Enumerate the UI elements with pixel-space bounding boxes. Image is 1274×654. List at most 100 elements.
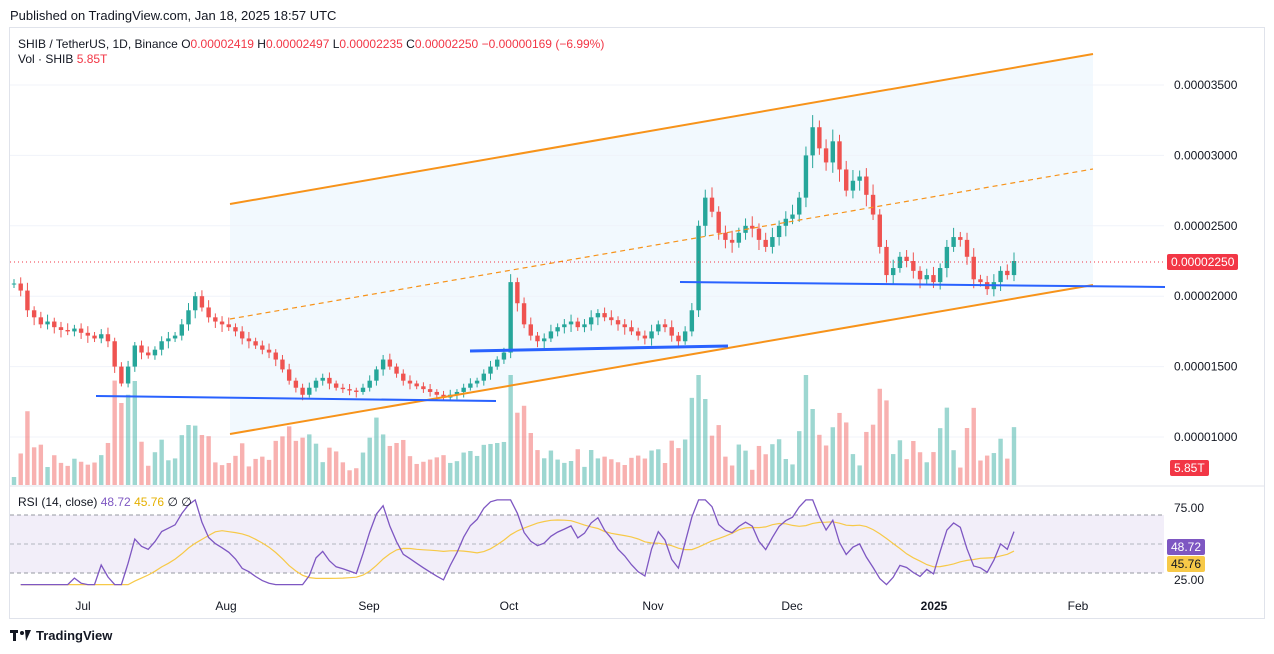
y-tick-5: 0.00001000 (1174, 430, 1238, 444)
volume-bar-0 (11, 477, 17, 485)
candle-body-117 (797, 197, 802, 215)
volume-bar-64 (441, 455, 446, 485)
candle-body-134 (911, 261, 916, 271)
channel-fill (230, 54, 1093, 434)
volume-bar-18 (132, 381, 138, 485)
candle-body-42 (293, 380, 299, 388)
candle-body-58 (401, 373, 406, 381)
candle-body-16 (119, 366, 124, 384)
volume-bar-58 (401, 439, 406, 485)
volume-tag: 5.85T (1170, 460, 1209, 476)
candle-body-53 (367, 380, 372, 388)
x-tick-1: Aug (215, 599, 236, 613)
volume-bar-122 (830, 427, 835, 485)
candle-body-9 (72, 328, 77, 332)
candle-body-0 (11, 283, 17, 285)
candle-body-142 (964, 239, 970, 257)
y-tick-0: 0.00003500 (1174, 78, 1238, 92)
candle-body-40 (280, 359, 285, 370)
candle-body-87 (595, 313, 601, 318)
volume-label[interactable]: Vol · SHIB (18, 52, 74, 66)
volume-bar-71 (488, 443, 493, 485)
volume-bar-98 (669, 440, 674, 485)
volume-bar-34 (239, 443, 245, 485)
volume-bar-11 (85, 464, 91, 485)
candle-body-72 (495, 359, 500, 367)
volume-bar-109 (743, 450, 748, 485)
volume-bar-44 (307, 434, 312, 485)
rsi-line (20, 498, 1015, 586)
x-tick-3: Oct (500, 599, 519, 613)
volume-bar-97 (662, 463, 668, 485)
candle-body-139 (944, 246, 950, 269)
volume-bar-13 (99, 455, 104, 485)
volume-bar-10 (78, 461, 84, 485)
volume-bar-110 (750, 469, 755, 485)
volume-bar-23 (166, 460, 171, 485)
candle-body-125 (850, 180, 856, 191)
candle-body-76 (521, 303, 527, 325)
candle-body-54 (374, 369, 379, 381)
volume-bar-108 (736, 444, 742, 485)
volume-bar-89 (609, 459, 614, 485)
candle-body-148 (1005, 270, 1010, 276)
candle-body-114 (776, 225, 782, 238)
rsi-ma-line (20, 519, 1015, 586)
volume-bar-131 (890, 454, 896, 485)
volume-bar-115 (783, 459, 789, 485)
x-tick-4: Nov (642, 599, 663, 613)
volume-legend: Vol · SHIB 5.85T (18, 52, 107, 66)
candle-body-77 (528, 324, 533, 336)
volume-bar-91 (622, 465, 627, 485)
low-value: 0.00002235 (339, 37, 403, 51)
candle-body-2 (25, 290, 30, 311)
rsi-tag: 48.72 (1167, 539, 1206, 555)
candle-body-43 (300, 387, 305, 395)
volume-bar-68 (468, 451, 473, 485)
volume-bar-20 (146, 465, 151, 485)
low-label: L (332, 37, 340, 51)
volume-bar-140 (951, 450, 956, 485)
candle-body-50 (347, 389, 352, 391)
open-value: 0.00002419 (190, 37, 254, 51)
high-label: H (257, 37, 266, 51)
volume-bar-120 (817, 434, 822, 485)
volume-bar-88 (602, 456, 607, 485)
candle-body-138 (937, 268, 943, 283)
candle-body-102 (696, 225, 701, 311)
candle-body-75 (515, 282, 520, 304)
volume-bar-135 (917, 452, 923, 485)
candle-body-66 (454, 391, 460, 395)
volume-bar-144 (978, 460, 983, 485)
candle-body-129 (877, 214, 882, 247)
candle-body-88 (602, 313, 607, 318)
volume-bar-4 (38, 444, 44, 485)
candle-body-68 (468, 383, 473, 388)
candle-body-112 (763, 239, 768, 247)
volume-bar-22 (159, 439, 164, 485)
volume-bar-148 (1005, 458, 1010, 485)
volume-bar-37 (260, 456, 265, 485)
volume-bar-80 (548, 450, 554, 485)
rsi-label[interactable]: RSI (14, close) (18, 495, 98, 509)
candle-body-59 (407, 380, 413, 384)
candle-body-120 (817, 127, 822, 149)
volume-bar-96 (656, 449, 661, 485)
volume-bar-7 (58, 462, 64, 485)
volume-bar-114 (776, 439, 782, 485)
symbol-label[interactable]: SHIB / TetherUS, 1D, Binance (18, 37, 178, 51)
candle-body-10 (78, 328, 84, 333)
candle-body-6 (52, 321, 57, 328)
volume-bar-83 (568, 461, 574, 485)
candle-body-38 (266, 349, 272, 353)
candle-body-98 (669, 327, 674, 336)
volume-bar-145 (984, 455, 990, 485)
candle-body-141 (958, 237, 963, 240)
volume-bar-92 (629, 457, 634, 485)
candle-body-41 (286, 369, 292, 381)
volume-bar-38 (266, 459, 272, 485)
volume-bar-29 (206, 436, 211, 485)
candle-body-103 (703, 197, 708, 226)
footer-brand[interactable]: TradingView (10, 628, 112, 643)
